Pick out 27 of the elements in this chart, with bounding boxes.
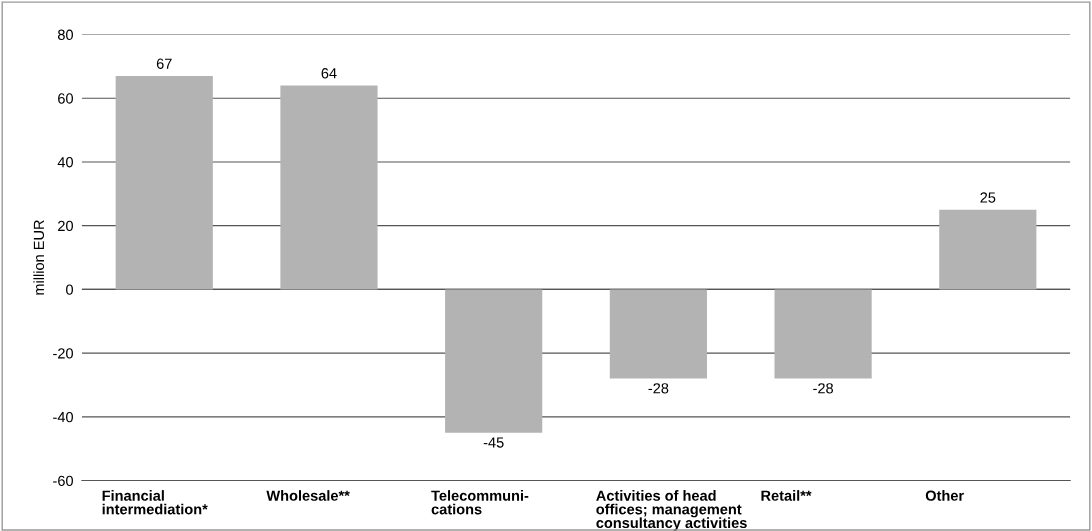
y-tick-label: 40 — [57, 157, 73, 168]
y-tick-label: -60 — [53, 475, 73, 486]
x-tick-label: Telecommuni- cations — [431, 490, 529, 515]
y-tick-label: 0 — [66, 284, 73, 295]
x-tick-label: Financial intermediation* — [102, 490, 208, 515]
bar — [115, 75, 213, 290]
y-tick-label: 20 — [58, 220, 73, 232]
y-tick-label: -40 — [53, 411, 73, 423]
bar — [445, 289, 543, 433]
x-tick-label: Wholesale** — [266, 490, 350, 501]
data-label: 25 — [980, 192, 996, 203]
data-label: -28 — [648, 383, 669, 394]
bar — [939, 209, 1037, 290]
bar — [774, 289, 872, 379]
bar — [280, 85, 378, 290]
x-tick-label: Retail** — [761, 490, 812, 501]
data-label: 67 — [156, 58, 172, 69]
data-label: -45 — [483, 437, 504, 448]
data-label: 64 — [321, 68, 337, 79]
x-tick-label: Other — [925, 490, 964, 501]
bar — [609, 289, 707, 379]
y-tick-label: 80 — [57, 29, 73, 40]
y-tick-label: -20 — [53, 348, 73, 359]
y-tick-label: 60 — [58, 93, 73, 104]
x-tick-label: Activities of head offices; management consultancy activities — [596, 490, 747, 531]
y-axis-title: million EUR — [33, 220, 45, 295]
data-label: -28 — [813, 383, 833, 394]
